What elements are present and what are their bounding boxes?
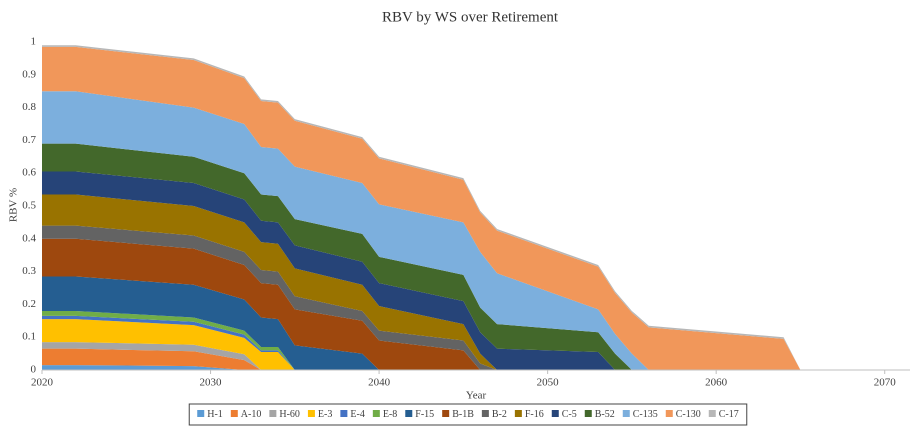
area [42, 91, 902, 370]
x-tick-label: 2040 [368, 377, 391, 389]
y-tick-label: 0.6 [22, 167, 36, 179]
area [42, 143, 902, 370]
y-tick-label: 0.4 [22, 232, 36, 244]
chart-title: RBV by WS over Retirement [382, 9, 559, 25]
legend-label: B-1B [452, 409, 474, 420]
area [42, 342, 902, 370]
legend-label: B-52 [595, 409, 615, 420]
legend-swatch [584, 410, 592, 417]
y-tick-label: 0.1 [22, 331, 36, 343]
y-tick-label: 0.3 [22, 265, 36, 277]
legend-label: C-17 [719, 409, 739, 420]
area [42, 194, 902, 370]
area [42, 276, 902, 370]
y-tick-label: 0.8 [22, 101, 36, 113]
legend-label: B-2 [492, 409, 507, 420]
y-tick-label: 0.7 [22, 134, 36, 146]
legend-swatch [622, 410, 630, 417]
x-axis-label: Year [466, 390, 487, 402]
legend-swatch [269, 410, 277, 417]
legend-label: F-16 [525, 409, 544, 420]
x-tick-label: 2030 [200, 377, 223, 389]
legend-swatch [708, 410, 716, 417]
legend-label: C-5 [562, 409, 577, 420]
legend-swatch [230, 410, 238, 417]
x-tick-label: 2050 [537, 377, 560, 389]
y-tick-label: 0.5 [22, 200, 36, 212]
legend-swatch [442, 410, 450, 417]
legend-box [188, 403, 748, 426]
y-tick-label: 1 [31, 36, 37, 48]
area [42, 319, 902, 370]
area [42, 46, 902, 371]
area [42, 171, 902, 370]
x-tick-label: 2070 [874, 377, 897, 389]
legend-swatch [405, 410, 413, 417]
legend-swatch [340, 410, 348, 417]
legend-label: A-10 [241, 409, 262, 420]
legend-swatch [307, 410, 315, 417]
y-tick-label: 0.9 [22, 68, 36, 80]
area [42, 238, 902, 370]
legend-swatch [481, 410, 489, 417]
legend-label: H-1 [207, 409, 223, 420]
legend-label: E-8 [383, 409, 397, 420]
legend-label: E-4 [350, 409, 364, 420]
legend-swatch [514, 410, 522, 417]
area [42, 315, 902, 370]
x-tick-label: 2060 [705, 377, 728, 389]
legend-label: E-3 [318, 409, 332, 420]
legend-label: C-135 [633, 409, 658, 420]
legend-swatch [197, 410, 205, 417]
legend-label: H-60 [279, 409, 300, 420]
legend-swatch [372, 410, 380, 417]
y-tick-label: 0 [31, 364, 37, 376]
area [42, 225, 902, 370]
y-axis-label: RBV % [8, 188, 20, 222]
area [42, 310, 902, 370]
area [42, 348, 902, 370]
x-tick-label: 2020 [31, 377, 54, 389]
legend-swatch [665, 410, 673, 417]
legend-label: C-130 [676, 409, 701, 420]
legend-label: F-15 [415, 409, 434, 420]
legend-swatch [551, 410, 559, 417]
y-tick-label: 0.2 [22, 298, 36, 310]
